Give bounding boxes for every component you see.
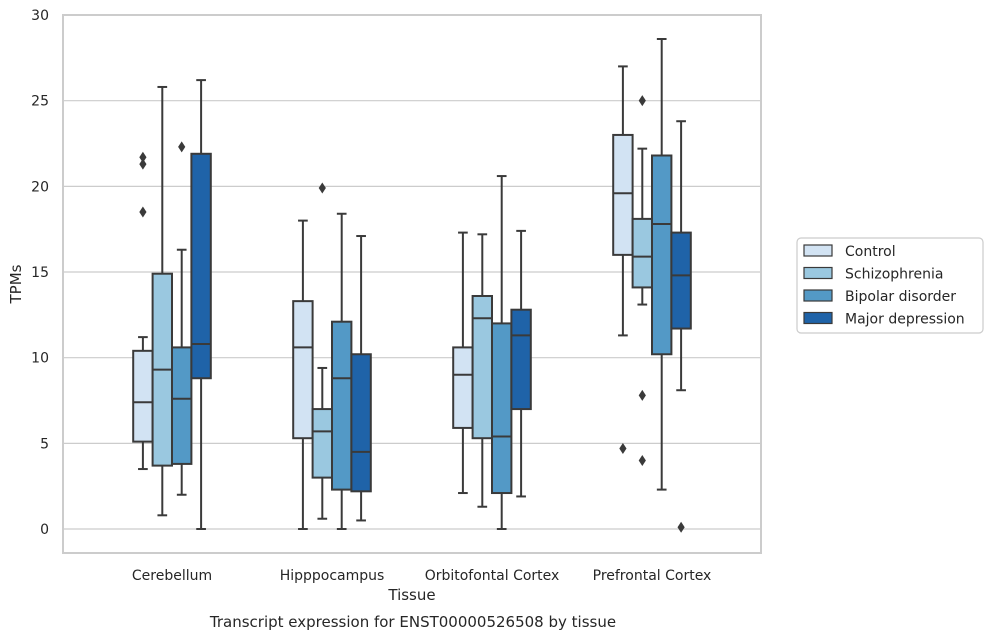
box-iqr (452, 346, 474, 429)
x-tick-labels: Cerebellum Hipppocampus Orbitofontal Corte… (132, 568, 711, 584)
legend-label: Bipolar disorder (845, 289, 956, 305)
x-tick-label: Orbitofontal Cortex (425, 568, 560, 584)
box-iqr (510, 308, 532, 411)
legend-frame (796, 237, 984, 334)
box-iqr (311, 408, 334, 479)
box-iqr (331, 320, 353, 491)
legend-label: Control (845, 244, 896, 260)
box-series (132, 37, 692, 533)
y-tick-label: 15 (31, 265, 49, 281)
y-tick-labels: 0 5 10 15 20 25 30 (31, 8, 49, 538)
box-iqr (350, 353, 372, 493)
y-axis-label: TPMs (7, 264, 25, 304)
box-iqr (612, 133, 634, 256)
box-iqr (491, 322, 513, 495)
box-outlier (619, 442, 627, 454)
box-outlier (318, 182, 326, 194)
y-tick-label: 0 (40, 522, 49, 538)
chart-caption: Transcript expression for ENST0000052650… (209, 613, 616, 631)
box-outlier (178, 141, 186, 153)
y-tick-label: 30 (31, 8, 49, 24)
box-outlier (139, 151, 147, 163)
box-outlier (638, 95, 646, 107)
legend: Control Schizophrenia Bipolar disorder Majo… (796, 237, 984, 334)
box-iqr (190, 152, 212, 380)
legend-swatch (803, 289, 833, 302)
box-outlier (139, 206, 147, 218)
y-tick-label: 25 (31, 94, 49, 110)
legend-label: Major depression (845, 312, 965, 328)
y-tick-label: 10 (31, 351, 49, 367)
box-iqr (292, 300, 314, 440)
y-tick-label: 5 (40, 436, 49, 452)
box-outlier (638, 454, 646, 466)
box-outlier (638, 389, 646, 401)
box-iqr (171, 346, 193, 465)
legend-label: Schizophrenia (845, 267, 943, 283)
y-tick-label: 20 (31, 179, 49, 195)
x-tick-label: Cerebellum (132, 568, 212, 584)
box-outlier (139, 158, 147, 170)
plot-frame (62, 14, 762, 554)
box-iqr (651, 154, 673, 356)
legend-swatch (803, 266, 833, 280)
legend-swatch (803, 311, 833, 325)
box-iqr (132, 349, 154, 443)
box-iqr (631, 217, 653, 289)
x-tick-label: Hipppocampus (280, 568, 385, 584)
box-iqr (670, 231, 692, 330)
legend-swatch (803, 244, 833, 257)
x-tick-label: Prefrontal Cortex (593, 568, 712, 584)
x-axis-label: Tissue (387, 586, 435, 604)
box-outlier (677, 521, 685, 533)
